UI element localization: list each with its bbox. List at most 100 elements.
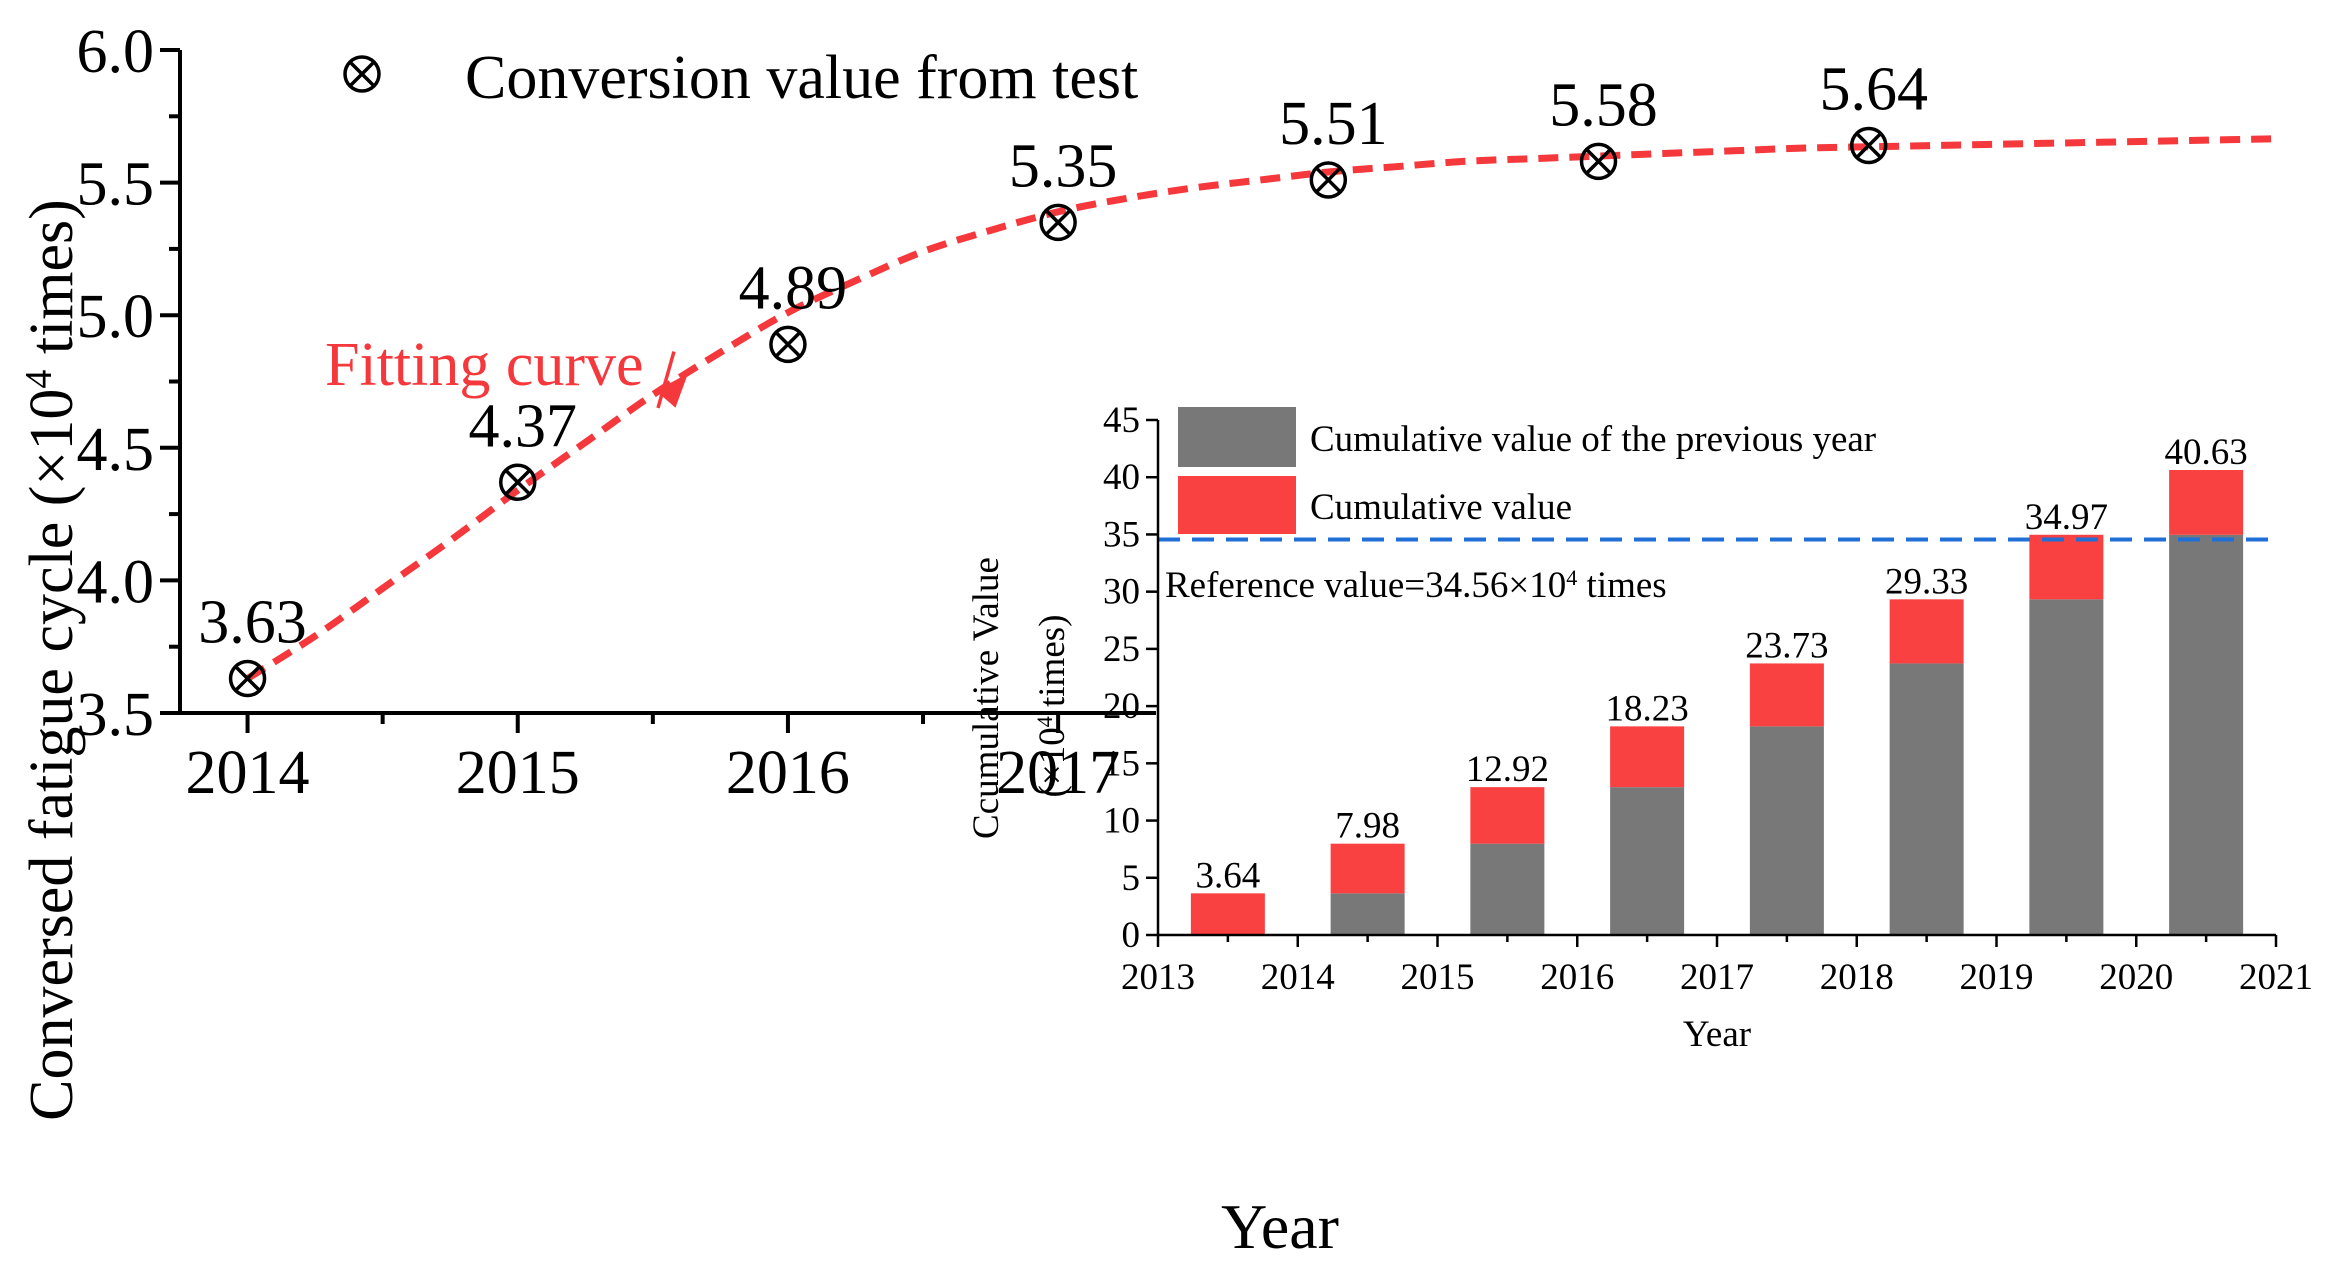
data-point-marker-cross-b <box>504 469 532 496</box>
inset-x-tick-label: 2016 <box>1540 957 1614 998</box>
data-point-label: 5.51 <box>1279 90 1388 158</box>
data-point-marker-ring <box>228 659 267 698</box>
bar-value-label: 34.97 <box>2025 497 2108 538</box>
inset-y-axis-title-sup: 4 <box>1032 716 1057 727</box>
inset-bar-labels-group: 3.64 7.98 12.92 18.23 23.73 29.33 34.97 40.63 <box>1196 432 2248 896</box>
bar-previous <box>1610 787 1685 935</box>
data-point-marker <box>1579 142 1618 181</box>
bar-previous <box>1470 843 1545 935</box>
bar-value-label: 12.92 <box>1466 749 1549 790</box>
inset-y-tick-label: 30 <box>1103 572 1140 613</box>
main-legend-label: Conversion value from test <box>465 44 1138 112</box>
main-y-tick-label: 5.5 <box>77 151 155 219</box>
inset-x-tick-label: 2018 <box>1820 957 1894 998</box>
bar-current <box>1889 599 1964 664</box>
data-point-marker-ring <box>498 463 537 502</box>
main-x-tick-label: 2017 <box>996 739 1120 807</box>
legend-label-previous: Cumulative value of the previous year <box>1310 419 1876 460</box>
main-y-tick-label: 3.5 <box>77 681 155 749</box>
data-point-label: 5.58 <box>1549 71 1658 139</box>
data-point-label: 4.89 <box>739 254 848 322</box>
annotation-arrow-shaft <box>656 351 676 409</box>
data-point-marker <box>1039 203 1077 242</box>
legend-swatch-previous <box>1178 407 1296 467</box>
legend-label-current: Cumulative value <box>1310 487 1572 528</box>
main-x-axis-title: Year <box>1221 1191 1339 1262</box>
data-point-label: 5.35 <box>1009 132 1118 200</box>
bar-previous <box>2029 599 2104 935</box>
data-points-group <box>228 126 1888 698</box>
reference-label-prefix: Reference value=34.56×10 <box>1165 565 1566 606</box>
data-point-marker-ring <box>1039 203 1077 242</box>
main-legend: Conversion value from test <box>343 44 1138 112</box>
bar-value-label: 18.23 <box>1606 688 1689 729</box>
inset-x-tick-label: 2019 <box>1960 957 2034 998</box>
inset-y-tick-label: 0 <box>1122 915 1141 956</box>
reference-label: Reference value=34.56×104 times <box>1165 565 1667 607</box>
inset-x-tick-label: 2015 <box>1401 957 1475 998</box>
data-point-marker <box>1309 161 1348 199</box>
inset-x-tick-label: 2021 <box>2239 957 2313 998</box>
inset-y-tick-label: 15 <box>1103 743 1140 784</box>
bar-current <box>2029 534 2104 600</box>
bar-current <box>1610 726 1685 788</box>
inset-y-axis-title-prefix: (×10 <box>1032 727 1073 797</box>
main-y-axis-title-suffix: times) <box>18 199 86 369</box>
inset-y-tick-label: 40 <box>1103 457 1140 498</box>
bar-current <box>1190 893 1265 935</box>
main-y-tick-label: 5.0 <box>77 283 155 351</box>
data-point-marker-cross-b <box>1315 166 1342 194</box>
inset-bars-group <box>1190 470 2244 935</box>
bar-current <box>2169 470 2244 535</box>
inset-x-tick-label: 2017 <box>1680 957 1754 998</box>
inset-x-tick-label: 2013 <box>1121 957 1195 998</box>
data-point-marker-cross-b <box>1044 209 1072 236</box>
inset-y-tick-label: 45 <box>1103 400 1140 441</box>
main-y-tick-label: 6.0 <box>77 18 155 86</box>
bar-value-label: 3.64 <box>1196 855 1261 896</box>
bar-previous <box>1330 893 1405 935</box>
data-point-marker-ring <box>1579 142 1618 181</box>
bar-current <box>1749 663 1824 727</box>
data-point-marker <box>228 659 267 698</box>
fitting-curve-annotation: Fitting curve <box>325 331 688 409</box>
annotation-arrow-icon <box>655 351 688 409</box>
legend-marker <box>343 55 381 93</box>
bar-previous <box>1749 726 1824 935</box>
inset-y-tick-label: 25 <box>1103 629 1140 670</box>
bar-value-label: 7.98 <box>1335 806 1400 847</box>
main-x-tick-label: 2015 <box>456 739 580 807</box>
inset-chart: 0 5 10 15 20 25 30 35 40 45 2013 2014 2015 2016 2017 20… <box>966 400 2313 1055</box>
reference-label-sup: 4 <box>1566 565 1577 590</box>
data-point-label: 3.63 <box>198 589 307 657</box>
reference-label-suffix: times <box>1577 565 1666 606</box>
bar-previous <box>2169 534 2244 935</box>
inset-y-axis-title-line2: (×104 times) <box>1032 615 1074 798</box>
inset-y-tick-label: 5 <box>1122 858 1141 899</box>
bar-current <box>1470 787 1545 844</box>
main-y-tick-label: 4.0 <box>77 548 155 616</box>
inset-y-axis-title-line1: Ccumulative Value <box>966 557 1007 839</box>
data-point-marker-ring <box>769 325 807 364</box>
bar-current <box>1330 843 1405 894</box>
annotation-arrow-head <box>655 373 688 408</box>
bar-value-label: 40.63 <box>2165 432 2248 473</box>
inset-x-tick-label: 2014 <box>1261 957 1335 998</box>
main-y-axis-title-prefix: Conversed fatigue cycle (×10 <box>18 389 86 1121</box>
inset-x-tick-label: 2020 <box>2099 957 2173 998</box>
main-x-tick-label: 2014 <box>186 739 310 807</box>
data-labels-group: 3.63 4.37 4.89 5.35 5.51 5.58 5.64 <box>198 55 1928 656</box>
data-point-marker-cross-b <box>234 665 261 692</box>
inset-y-tick-label: 10 <box>1103 801 1140 842</box>
inset-x-axis-title: Year <box>1683 1014 1751 1055</box>
bar-value-label: 29.33 <box>1885 561 1968 602</box>
main-y-axis-title: Conversed fatigue cycle (×104 times) <box>18 199 86 1121</box>
legend-marker-ring <box>343 55 381 93</box>
data-point-marker <box>498 463 537 502</box>
main-y-axis-title-sup: 4 <box>18 370 60 389</box>
inset-legend: Cumulative value of the previous year Cu… <box>1178 407 1876 534</box>
data-point-marker-ring <box>1309 161 1348 199</box>
inset-axes: 0 5 10 15 20 25 30 35 40 45 2013 2014 2015 2016 2017 20… <box>1103 400 2313 998</box>
data-point-label: 5.64 <box>1819 55 1928 123</box>
